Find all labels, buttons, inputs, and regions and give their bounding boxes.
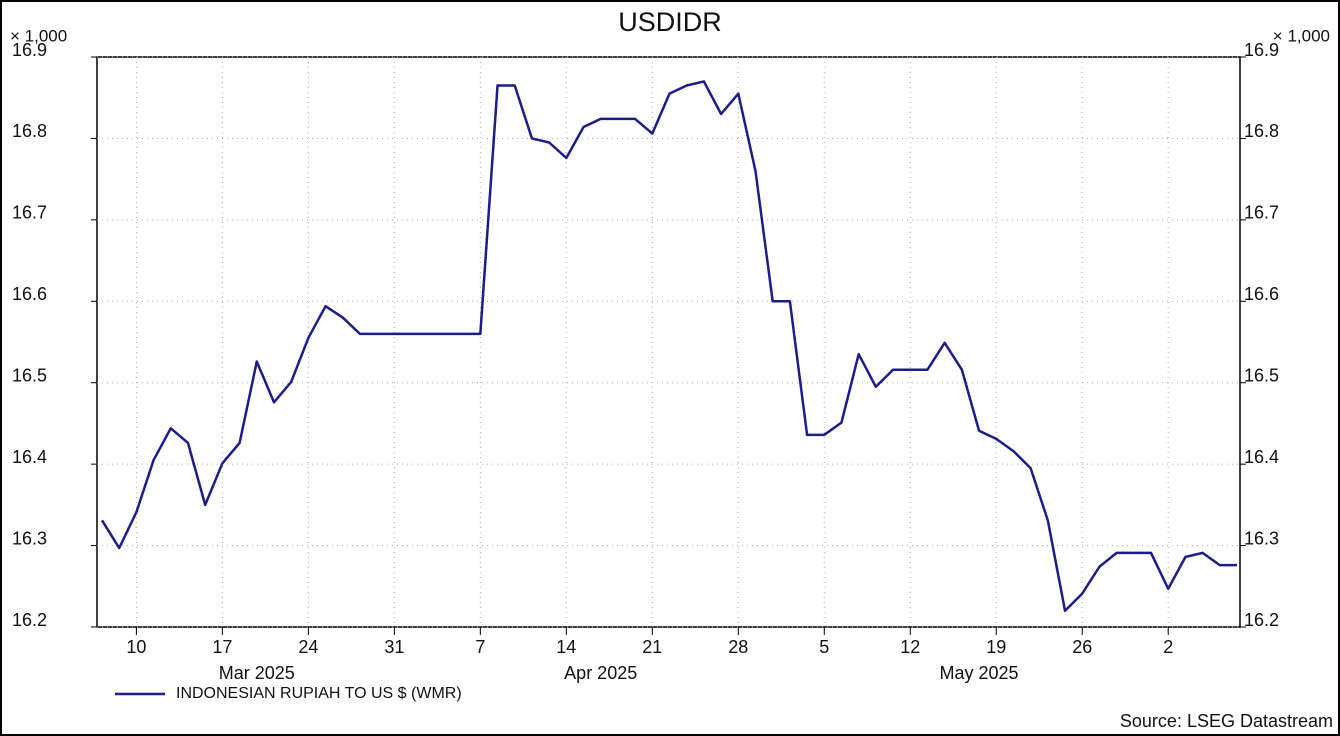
y2-tick-label: 16.6	[1244, 284, 1279, 304]
chart-title: USDIDR	[618, 7, 722, 37]
y-tick-label: 16.9	[12, 40, 47, 60]
x-tick-label: 10	[126, 637, 146, 657]
x-tick-label: 5	[819, 637, 829, 657]
y2-tick-label: 16.5	[1244, 365, 1279, 385]
y-tick-label: 16.5	[12, 365, 47, 385]
x-tick-label: 28	[728, 637, 748, 657]
x-tick-label: 17	[212, 637, 232, 657]
y-tick-label: 16.7	[12, 203, 47, 223]
x-tick-label: 24	[298, 637, 318, 657]
x-tick-label: 14	[556, 637, 576, 657]
y2-tick-label: 16.2	[1244, 610, 1279, 630]
month-label: May 2025	[940, 663, 1019, 683]
x-tick-label: 21	[642, 637, 662, 657]
y-tick-label: 16.2	[12, 610, 47, 630]
y-unit-label: × 1,000	[10, 26, 67, 45]
y-tick-label: 16.6	[12, 284, 47, 304]
x-tick-label: 19	[986, 637, 1006, 657]
y-tick-label: 16.3	[12, 528, 47, 548]
x-tick-label: 26	[1072, 637, 1092, 657]
y-tick-label: 16.4	[12, 447, 47, 467]
x-tick-label: 12	[900, 637, 920, 657]
y2-tick-label: 16.4	[1244, 447, 1279, 467]
y2-unit-label: × 1,000	[1273, 26, 1330, 45]
data-line	[100, 80, 1237, 612]
y2-tick-label: 16.8	[1244, 121, 1279, 141]
y2-tick-label: 16.7	[1244, 203, 1279, 223]
y-tick-label: 16.8	[12, 121, 47, 141]
x-tick-label: 31	[384, 637, 404, 657]
month-label: Mar 2025	[219, 663, 295, 683]
x-tick-label: 2	[1163, 637, 1173, 657]
x-tick-label: 7	[475, 637, 485, 657]
legend-label: INDONESIAN RUPIAH TO US $ (WMR)	[176, 685, 462, 702]
plot-area	[96, 56, 1241, 628]
month-label: Apr 2025	[564, 663, 637, 683]
y2-tick-label: 16.9	[1244, 40, 1279, 60]
y2-tick-label: 16.3	[1244, 528, 1279, 548]
source: Source: LSEG Datastream	[1120, 711, 1333, 731]
